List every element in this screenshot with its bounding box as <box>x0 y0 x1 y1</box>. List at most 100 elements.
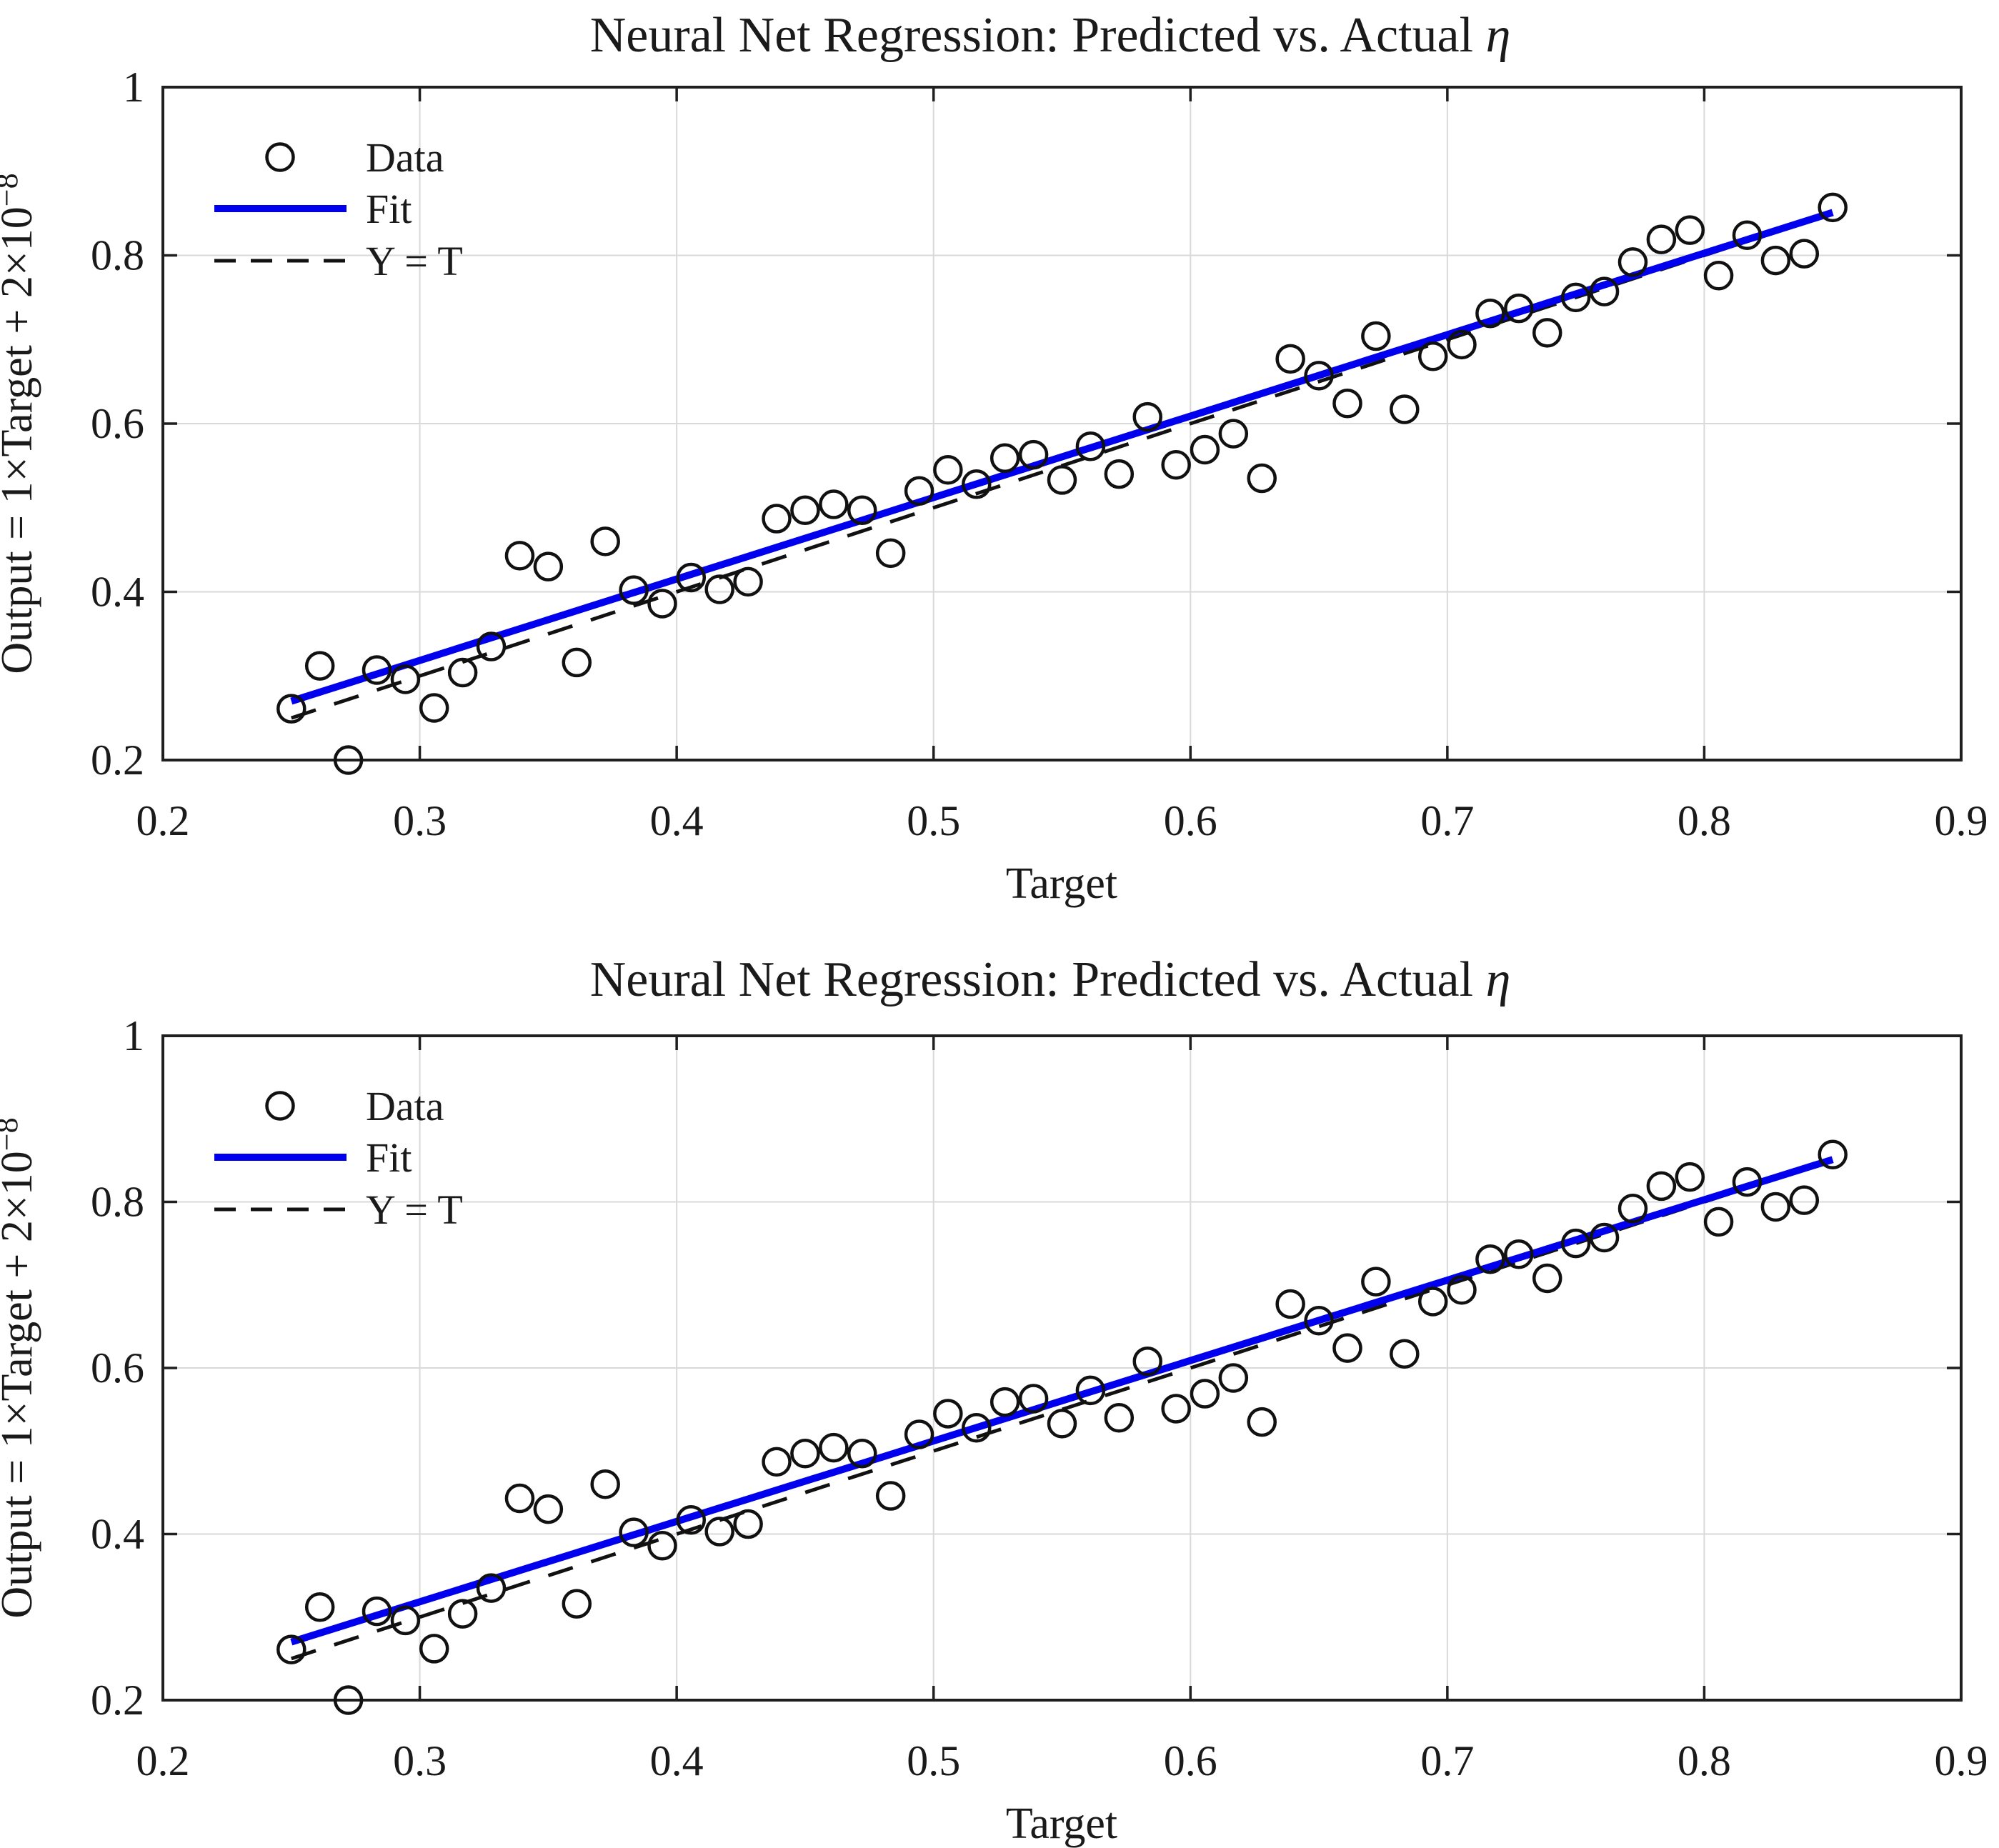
data-point <box>1132 1346 1162 1377</box>
data-point <box>790 1438 820 1469</box>
data-point <box>1560 1228 1591 1259</box>
legend-label-fit: Fit <box>366 1134 412 1181</box>
legend-label-data: Data <box>366 134 444 181</box>
data-point <box>1417 341 1448 371</box>
data-point <box>962 469 992 499</box>
data-point <box>762 1447 792 1477</box>
data-point <box>676 562 707 593</box>
x-tick-label: 0.5 <box>907 797 960 844</box>
data-point <box>1475 298 1505 329</box>
data-point <box>476 1573 507 1603</box>
y-tick-label: 0.8 <box>91 232 144 279</box>
data-point <box>590 1469 620 1499</box>
data-point <box>762 504 792 534</box>
data-point <box>933 455 963 485</box>
data-point <box>1703 261 1734 291</box>
data-point <box>590 526 620 556</box>
x-tick-label: 0.8 <box>1678 797 1731 844</box>
data-point <box>875 538 906 569</box>
x-tick-label: 0.5 <box>907 1737 960 1784</box>
x-axis-label: Target <box>1006 859 1117 908</box>
data-point <box>1504 293 1534 324</box>
data-point <box>989 443 1020 474</box>
data-point <box>790 495 820 526</box>
data-point <box>676 1504 707 1535</box>
data-point <box>847 495 877 526</box>
fit-line <box>290 209 1834 705</box>
y-tick-label: 1 <box>123 64 144 111</box>
x-tick-label: 0.2 <box>136 1737 190 1784</box>
x-tick-label: 0.4 <box>650 797 704 844</box>
data-point <box>1447 329 1477 360</box>
x-tick-label: 0.7 <box>1420 1737 1474 1784</box>
legend-marker-circle-icon <box>265 142 295 172</box>
x-tick-label: 0.9 <box>1935 797 1988 844</box>
data-point <box>1504 1239 1534 1269</box>
y-tick-label: 0.8 <box>91 1179 144 1226</box>
data-point <box>1560 282 1591 313</box>
data-point <box>1675 215 1705 245</box>
data-point <box>819 1432 849 1463</box>
x-tick-label: 0.9 <box>1935 1737 1988 1784</box>
data-point <box>1047 465 1077 495</box>
chart-title: Neural Net Regression: Predicted vs. Act… <box>590 8 1511 63</box>
data-point <box>1475 1244 1505 1274</box>
data-point <box>704 574 734 604</box>
data-point <box>1332 388 1362 419</box>
legend-label-y-equals-t: Y = T <box>366 1187 463 1233</box>
data-point <box>1104 1403 1135 1433</box>
data-point <box>647 589 677 619</box>
data-point <box>1589 276 1620 306</box>
data-point <box>733 566 763 597</box>
data-point <box>647 1531 677 1561</box>
data-point <box>533 1494 564 1524</box>
data-point <box>1646 1171 1677 1202</box>
data-point <box>704 1517 734 1547</box>
data-point <box>447 1599 478 1629</box>
data-point <box>1589 1222 1620 1253</box>
data-point <box>1075 1375 1106 1406</box>
chart-title: Neural Net Regression: Predicted vs. Act… <box>590 952 1511 1007</box>
data-point <box>904 476 934 506</box>
legend-label-y-equals-t: Y = T <box>366 238 463 284</box>
data-point <box>1161 1394 1191 1424</box>
data-point <box>419 1634 449 1664</box>
data-point <box>419 693 449 723</box>
y-tick-label: 0.2 <box>91 736 144 784</box>
y-tick-label: 0.4 <box>91 1511 144 1558</box>
data-point <box>1047 1409 1077 1439</box>
data-point <box>362 1596 392 1627</box>
y-axis-label: Output = 1×Target + 2×10−8 <box>0 173 41 674</box>
data-point <box>1361 1267 1391 1297</box>
data-point <box>276 1634 306 1664</box>
data-point <box>1275 1289 1305 1319</box>
data-point <box>819 489 849 519</box>
data-point <box>1617 247 1648 277</box>
legend-marker-circle-icon <box>265 1091 295 1121</box>
y-tick-label: 0.6 <box>91 1344 144 1392</box>
data-point <box>1789 239 1820 269</box>
legend-label-fit: Fit <box>366 186 412 232</box>
data-point <box>1075 431 1106 461</box>
x-tick-label: 0.3 <box>393 1737 447 1784</box>
data-point <box>1532 1263 1562 1294</box>
data-point <box>1332 1333 1362 1363</box>
fit-line <box>290 1156 1834 1646</box>
data-point <box>875 1481 906 1511</box>
data-point <box>1018 1384 1049 1414</box>
data-point <box>304 651 335 681</box>
data-point <box>447 657 478 688</box>
data-point <box>333 745 364 775</box>
data-point <box>847 1438 877 1469</box>
data-point <box>1218 1363 1249 1393</box>
data-point <box>390 664 421 694</box>
data-point <box>1132 401 1162 432</box>
data-point <box>619 575 649 605</box>
data-point <box>562 647 592 678</box>
data-point <box>1104 459 1135 489</box>
legend-label-data: Data <box>366 1083 444 1129</box>
data-point <box>733 1509 763 1539</box>
data-point <box>1818 192 1848 223</box>
data-point <box>1646 224 1677 254</box>
x-tick-label: 0.7 <box>1420 797 1474 844</box>
